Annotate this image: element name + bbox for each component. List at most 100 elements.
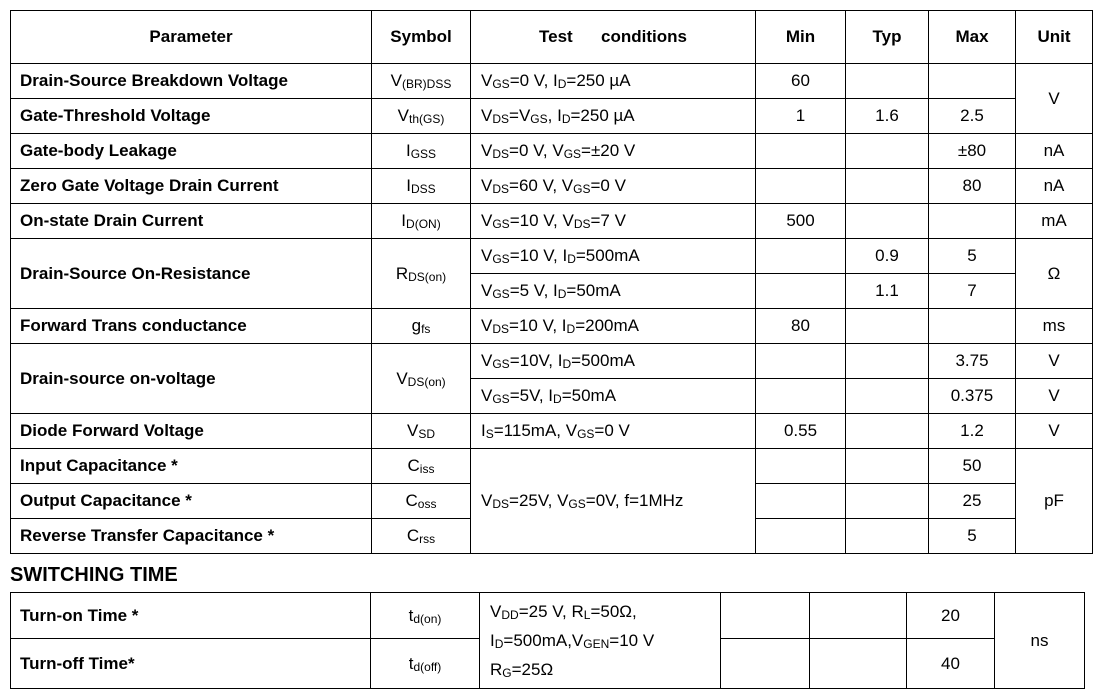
cell-unit: V (1015, 63, 1093, 134)
subscript: D (561, 112, 571, 126)
cell-unit: mA (1015, 203, 1093, 239)
header-row: Parameter Symbol Test conditions Min Typ Max U… (10, 10, 1093, 64)
cell-parameter: Reverse Transfer Capacitance * (10, 518, 372, 554)
cell-unit: nA (1015, 168, 1093, 204)
table-row: Reverse Transfer Capacitance * Crss 5 (10, 518, 1093, 554)
cell-parameter: Drain-Source On-Resistance (10, 238, 372, 309)
table-row: Drain-Source Breakdown Voltage V(BR)DSS VG… (10, 63, 1093, 134)
cell-typ (845, 133, 929, 169)
text: =0 V (594, 421, 630, 440)
cell-max: 20 (906, 592, 995, 639)
subscript: DS (492, 182, 510, 196)
cell-parameter: Turn-off Time* (10, 638, 371, 689)
cell-unit: ns (994, 592, 1085, 689)
cell-typ (845, 203, 929, 239)
cell-min (755, 378, 846, 414)
text: =50mA (566, 281, 621, 300)
section-title: SWITCHING TIME (10, 564, 178, 586)
subscript: SD (418, 427, 435, 441)
cell-typ (845, 518, 929, 554)
cell-conditions: VGS=5V, ID=50mA (470, 378, 756, 414)
text: V (396, 368, 408, 388)
cell-max: 5 (928, 238, 1016, 274)
text: =±20 V (581, 141, 636, 160)
cell-typ (845, 168, 929, 204)
text: =10V, I (509, 351, 563, 370)
text: R (395, 263, 409, 283)
text: =5 V, I (509, 281, 558, 300)
cell-min (755, 343, 846, 379)
table-row: Forward Trans conductance gfs VDS=10 V, ID… (10, 308, 1093, 344)
cell-conditions: VGS=5 V, ID=50mA (470, 273, 756, 309)
cell-unit: V (1015, 378, 1093, 414)
cell-symbol: Crss (371, 518, 471, 554)
column-header-typ: Typ (845, 10, 929, 64)
text: V (481, 316, 493, 335)
text: V (481, 176, 493, 195)
text: V (481, 106, 493, 125)
table-row: Turn-on Time * td(on) VDD=25 V, RL=50Ω, ID=… (10, 592, 1085, 689)
text: =5V, I (509, 386, 554, 405)
subscript: DS(on) (408, 269, 447, 284)
text: I (490, 631, 495, 650)
cell-max: 2.5 (928, 98, 1016, 134)
text: =250 µA (570, 106, 635, 125)
text: =50Ω, (590, 602, 637, 621)
table-row: Diode Forward Voltage VSD IS=115mA, VGS=0 … (10, 413, 1093, 449)
subscript: D (557, 287, 567, 301)
subscript: DS (492, 147, 510, 161)
cell-unit: V (1015, 343, 1093, 379)
cell-conditions: VDS=10 V, ID=200mA (470, 308, 756, 344)
text: V (481, 491, 493, 510)
text: V (481, 71, 493, 90)
cell-max (928, 63, 1016, 99)
cell-unit: ms (1015, 308, 1093, 344)
text: V (481, 246, 493, 265)
cell-max: 7 (928, 273, 1016, 309)
text: g (411, 316, 422, 335)
subscript: GS (492, 287, 510, 301)
subscript: DS (492, 112, 510, 126)
cell-symbol: RDS(on) (371, 238, 471, 309)
table-row: Output Capacitance * Coss 25 (10, 483, 1093, 519)
cell-conditions: VGS=0 V, ID=250 µA (470, 63, 756, 99)
text: =25V, V (509, 491, 569, 510)
subscript: S (485, 427, 494, 441)
cell-symbol: IGSS (371, 133, 471, 169)
text: =0 V, V (509, 141, 564, 160)
column-header-unit: Unit (1015, 10, 1093, 64)
subscript: th(GS) (409, 112, 445, 126)
cell-typ: 1.6 (845, 98, 929, 134)
cell-symbol: td(on) (370, 592, 480, 639)
subscript: GS (577, 427, 595, 441)
cell-parameter: Diode Forward Voltage (10, 413, 372, 449)
cell-conditions: IS=115mA, VGS=0 V (470, 413, 756, 449)
cell-typ (809, 592, 907, 639)
subscript: DD (501, 608, 519, 622)
cell-parameter: Forward Trans conductance (10, 308, 372, 344)
cell-min: 60 (755, 63, 846, 99)
cell-min (720, 592, 810, 639)
cell-typ: 0.9 (845, 238, 929, 274)
subscript: D (553, 392, 562, 406)
table-row: Turn-off Time* td(off) 40 (10, 638, 1085, 689)
cell-parameter: Drain-source on-voltage (10, 343, 372, 414)
cell-max (928, 203, 1016, 239)
text: V (490, 602, 502, 621)
cell-unit: nA (1015, 133, 1093, 169)
cell-symbol: VSD (371, 413, 471, 449)
text: =115mA, V (493, 421, 578, 440)
cell-conditions: VDS=0 V, VGS=±20 V (470, 133, 756, 169)
cell-max: 5 (928, 518, 1016, 554)
condition-line: RG=25Ω (490, 655, 720, 684)
subscript: L (583, 608, 591, 622)
table-row: On-state Drain Current ID(ON) VGS=10 V, VD… (10, 203, 1093, 239)
cell-symbol: ID(ON) (371, 203, 471, 239)
text: =10 V, I (509, 246, 568, 265)
subscript: GS (492, 77, 510, 91)
table-row: Input Capacitance * Ciss VDS=25V, VGS=0V, … (10, 448, 1093, 554)
cell-typ (845, 448, 929, 484)
subscript: d(off) (413, 659, 442, 674)
cell-symbol: V(BR)DSS (371, 63, 471, 99)
subscript: GS (530, 112, 548, 126)
